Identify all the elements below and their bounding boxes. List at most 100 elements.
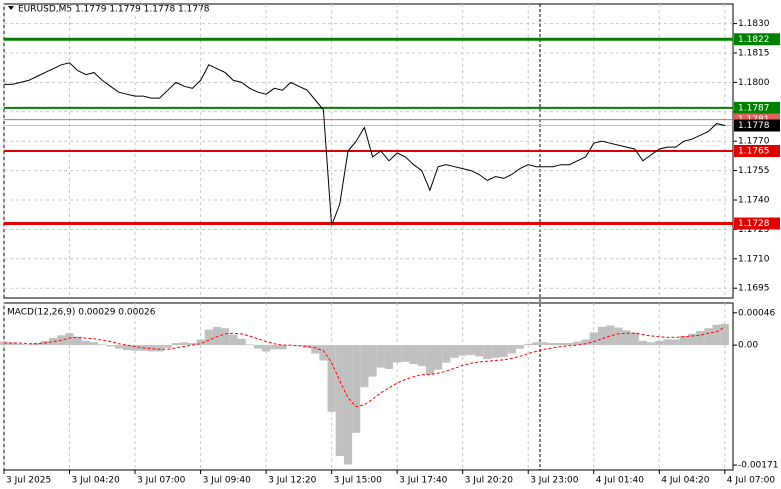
macd-bar <box>483 345 492 360</box>
macd-bar <box>425 345 435 375</box>
macd-bar <box>16 343 25 346</box>
macd-title: MACD(12,26,9) 0.00029 0.00026 <box>7 308 156 318</box>
macd-bar <box>573 341 582 346</box>
x-tick-label: 3 Jul 12:20 <box>268 476 317 486</box>
macd-bar <box>630 332 639 346</box>
level-label: 1.1778 <box>738 121 770 131</box>
macd-bar <box>8 342 17 346</box>
level-label-box <box>734 145 780 157</box>
macd-bar <box>466 345 475 355</box>
level-label: 1.1822 <box>738 35 770 45</box>
x-tick-label: 3 Jul 07:00 <box>137 476 186 486</box>
level-label-box <box>734 101 780 114</box>
macd-bar <box>384 345 394 369</box>
chart-title: EURUSD,M5 1.1779 1.1779 1.1778 1.1778 <box>18 5 210 15</box>
macd-bar <box>720 324 729 346</box>
macd-bar <box>474 345 484 357</box>
macd-bar <box>687 333 697 346</box>
macd-bar <box>597 326 607 346</box>
level-label: 1.1765 <box>738 147 770 157</box>
macd-bar <box>532 342 541 346</box>
macd-bar <box>343 345 353 465</box>
macd-bar <box>65 333 74 346</box>
macd-bar <box>163 345 172 348</box>
level-label: 1.1787 <box>738 103 770 113</box>
macd-bar <box>237 338 246 346</box>
macd-bar <box>262 345 271 352</box>
macd-bar <box>442 345 451 363</box>
macd-bar <box>606 325 615 346</box>
macd-bar <box>434 345 443 370</box>
x-tick-label: 3 Jul 2025 <box>6 476 51 486</box>
macd-bar <box>696 331 705 346</box>
y-tick-label: 1.1770 <box>738 137 770 147</box>
y-tick-label: 1.1740 <box>738 196 770 206</box>
macd-bar <box>180 342 189 346</box>
macd-bar <box>638 340 647 346</box>
macd-bar <box>622 330 631 346</box>
macd-bar <box>540 342 549 346</box>
macd-bar <box>360 345 369 388</box>
macd-bar <box>491 345 500 358</box>
macd-bar <box>90 342 99 346</box>
macd-bar <box>81 340 91 346</box>
macd-bar <box>679 335 688 346</box>
macd-bar <box>253 345 263 349</box>
macd-bar <box>507 345 516 354</box>
macd-bar <box>368 345 377 377</box>
y-tick-label: 1.1815 <box>738 49 770 59</box>
macd-bar <box>614 327 623 346</box>
macd-bar <box>311 345 320 354</box>
x-tick-label: 4 Jul 07:00 <box>727 476 776 486</box>
macd-bar <box>319 345 328 361</box>
level-label-box <box>734 119 780 132</box>
macd-bar <box>712 324 721 346</box>
level-label-box <box>734 217 780 230</box>
macd-bar <box>221 328 230 346</box>
macd-bar <box>704 328 713 346</box>
macd-bar <box>245 344 254 346</box>
macd-bar <box>376 345 385 368</box>
macd-bar <box>188 342 197 346</box>
y-tick-label: 0.00 <box>738 341 758 351</box>
x-tick-label: 3 Jul 20:20 <box>465 476 514 486</box>
macd-bar <box>212 326 222 346</box>
macd-bar <box>114 345 123 349</box>
macd-bar <box>409 345 418 365</box>
macd-bar <box>196 339 205 346</box>
macd-bar <box>171 342 181 346</box>
macd-bar <box>499 345 508 358</box>
macd-bar <box>352 345 361 433</box>
level-label: 1.1728 <box>738 219 770 229</box>
macd-bar <box>106 345 115 347</box>
y-tick-label: 1.1830 <box>738 19 770 29</box>
x-tick-label: 3 Jul 17:40 <box>399 476 448 486</box>
macd-bar <box>589 332 598 346</box>
y-tick-label: -0.00171 <box>738 461 778 471</box>
macd-bar <box>393 345 402 363</box>
macd-bar <box>401 345 410 362</box>
macd-bar <box>515 345 525 349</box>
macd-bar <box>73 336 82 346</box>
macd-panel-frame <box>3 302 734 471</box>
macd-bar <box>98 344 107 346</box>
macd-bar <box>229 334 238 346</box>
menu-triangle <box>8 6 14 10</box>
x-tick-label: 3 Jul 09:40 <box>203 476 252 486</box>
x-tick-label: 3 Jul 15:00 <box>334 476 383 486</box>
macd-bar <box>663 339 672 346</box>
macd-bar <box>417 345 426 367</box>
macd-bar <box>458 345 467 356</box>
y-tick-label: 1.1755 <box>738 166 770 176</box>
macd-bar <box>655 340 664 346</box>
macd-bar <box>671 339 680 346</box>
macd-bar <box>155 345 164 352</box>
macd-bar <box>335 345 344 456</box>
x-tick-label: 3 Jul 23:00 <box>530 476 579 486</box>
macd-bar <box>130 345 140 351</box>
macd-bar <box>581 339 590 346</box>
macd-bar <box>302 345 312 348</box>
y-tick-label: 0.00046 <box>738 308 775 318</box>
